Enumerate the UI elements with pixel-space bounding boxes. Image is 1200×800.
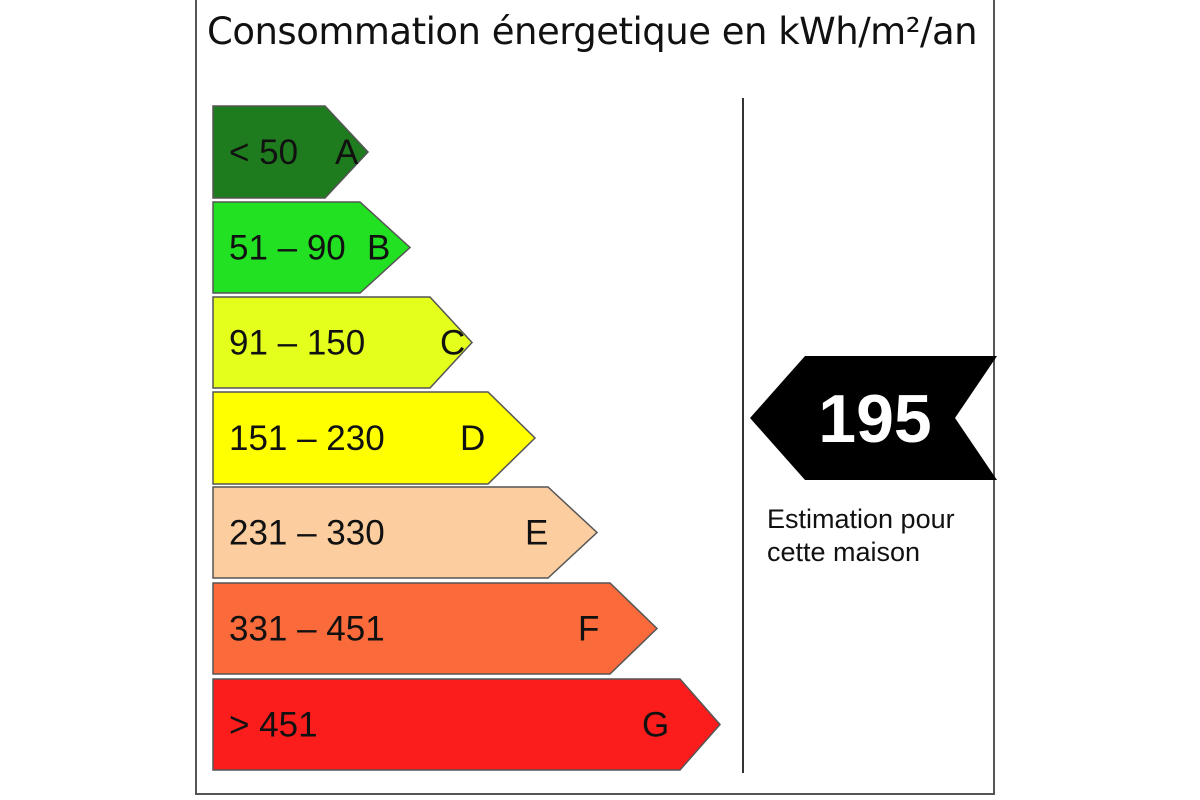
class-bar-shape	[212, 391, 537, 485]
estimate-caption: Estimation pour cette maison	[767, 503, 955, 569]
estimate-arrow: 195	[750, 356, 997, 480]
class-letter: F	[578, 610, 599, 649]
class-letter: G	[642, 706, 669, 745]
estimate-arrow-shape	[750, 356, 997, 480]
class-letter: A	[335, 133, 359, 172]
class-bar-g: > 451 G	[212, 678, 721, 771]
class-range: 231 – 330	[229, 514, 385, 553]
class-range: 51 – 90	[229, 229, 346, 268]
class-bar-shape	[212, 678, 721, 771]
class-bar-c: 91 – 150 C	[212, 296, 474, 389]
class-bar-shape	[212, 486, 599, 579]
class-range: 151 – 230	[229, 419, 385, 458]
class-range: > 451	[229, 706, 318, 745]
class-range: < 50	[229, 133, 298, 172]
class-range: 331 – 451	[229, 610, 385, 649]
caption-line-2: cette maison	[767, 537, 921, 567]
class-bar-shape	[212, 105, 370, 199]
class-letter: E	[525, 514, 548, 553]
estimate-value: 195	[818, 381, 931, 457]
class-letter: B	[367, 229, 390, 268]
class-bar-e: 231 – 330 E	[212, 486, 599, 579]
class-letter: D	[460, 419, 485, 458]
class-letter: C	[440, 324, 465, 363]
class-bar-b: 51 – 90 B	[212, 201, 412, 294]
class-bar-shape	[212, 201, 412, 294]
diagram-title: Consommation énergetique en kWh/m²/an	[207, 10, 978, 53]
caption-line-1: Estimation pour	[767, 504, 955, 534]
class-bar-shape	[212, 582, 659, 675]
class-bar-shape	[212, 296, 474, 389]
class-bar-f: 331 – 451 F	[212, 582, 659, 675]
label-frame	[195, 0, 995, 795]
class-range: 91 – 150	[229, 324, 365, 363]
class-bar-d: 151 – 230 D	[212, 391, 537, 485]
class-bar-a: < 50 A	[212, 105, 370, 199]
